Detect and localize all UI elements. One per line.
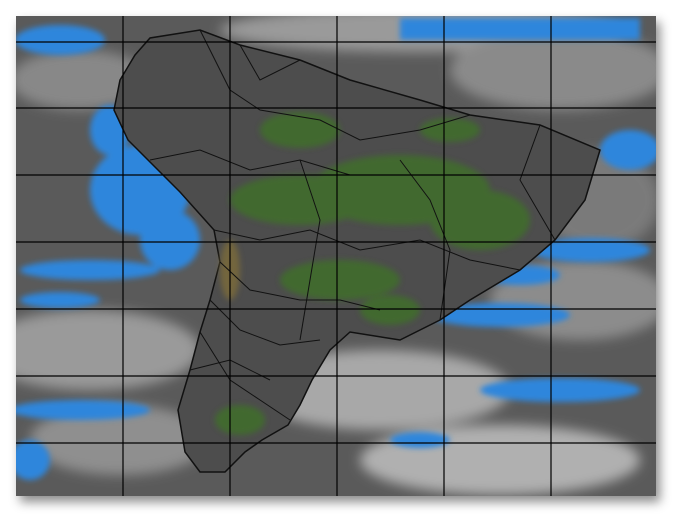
vegetation — [215, 112, 530, 435]
satellite-map-frame — [16, 16, 656, 496]
continent — [113, 29, 601, 473]
imagery — [16, 16, 656, 496]
satellite-map — [16, 16, 656, 496]
graticule — [16, 16, 656, 496]
